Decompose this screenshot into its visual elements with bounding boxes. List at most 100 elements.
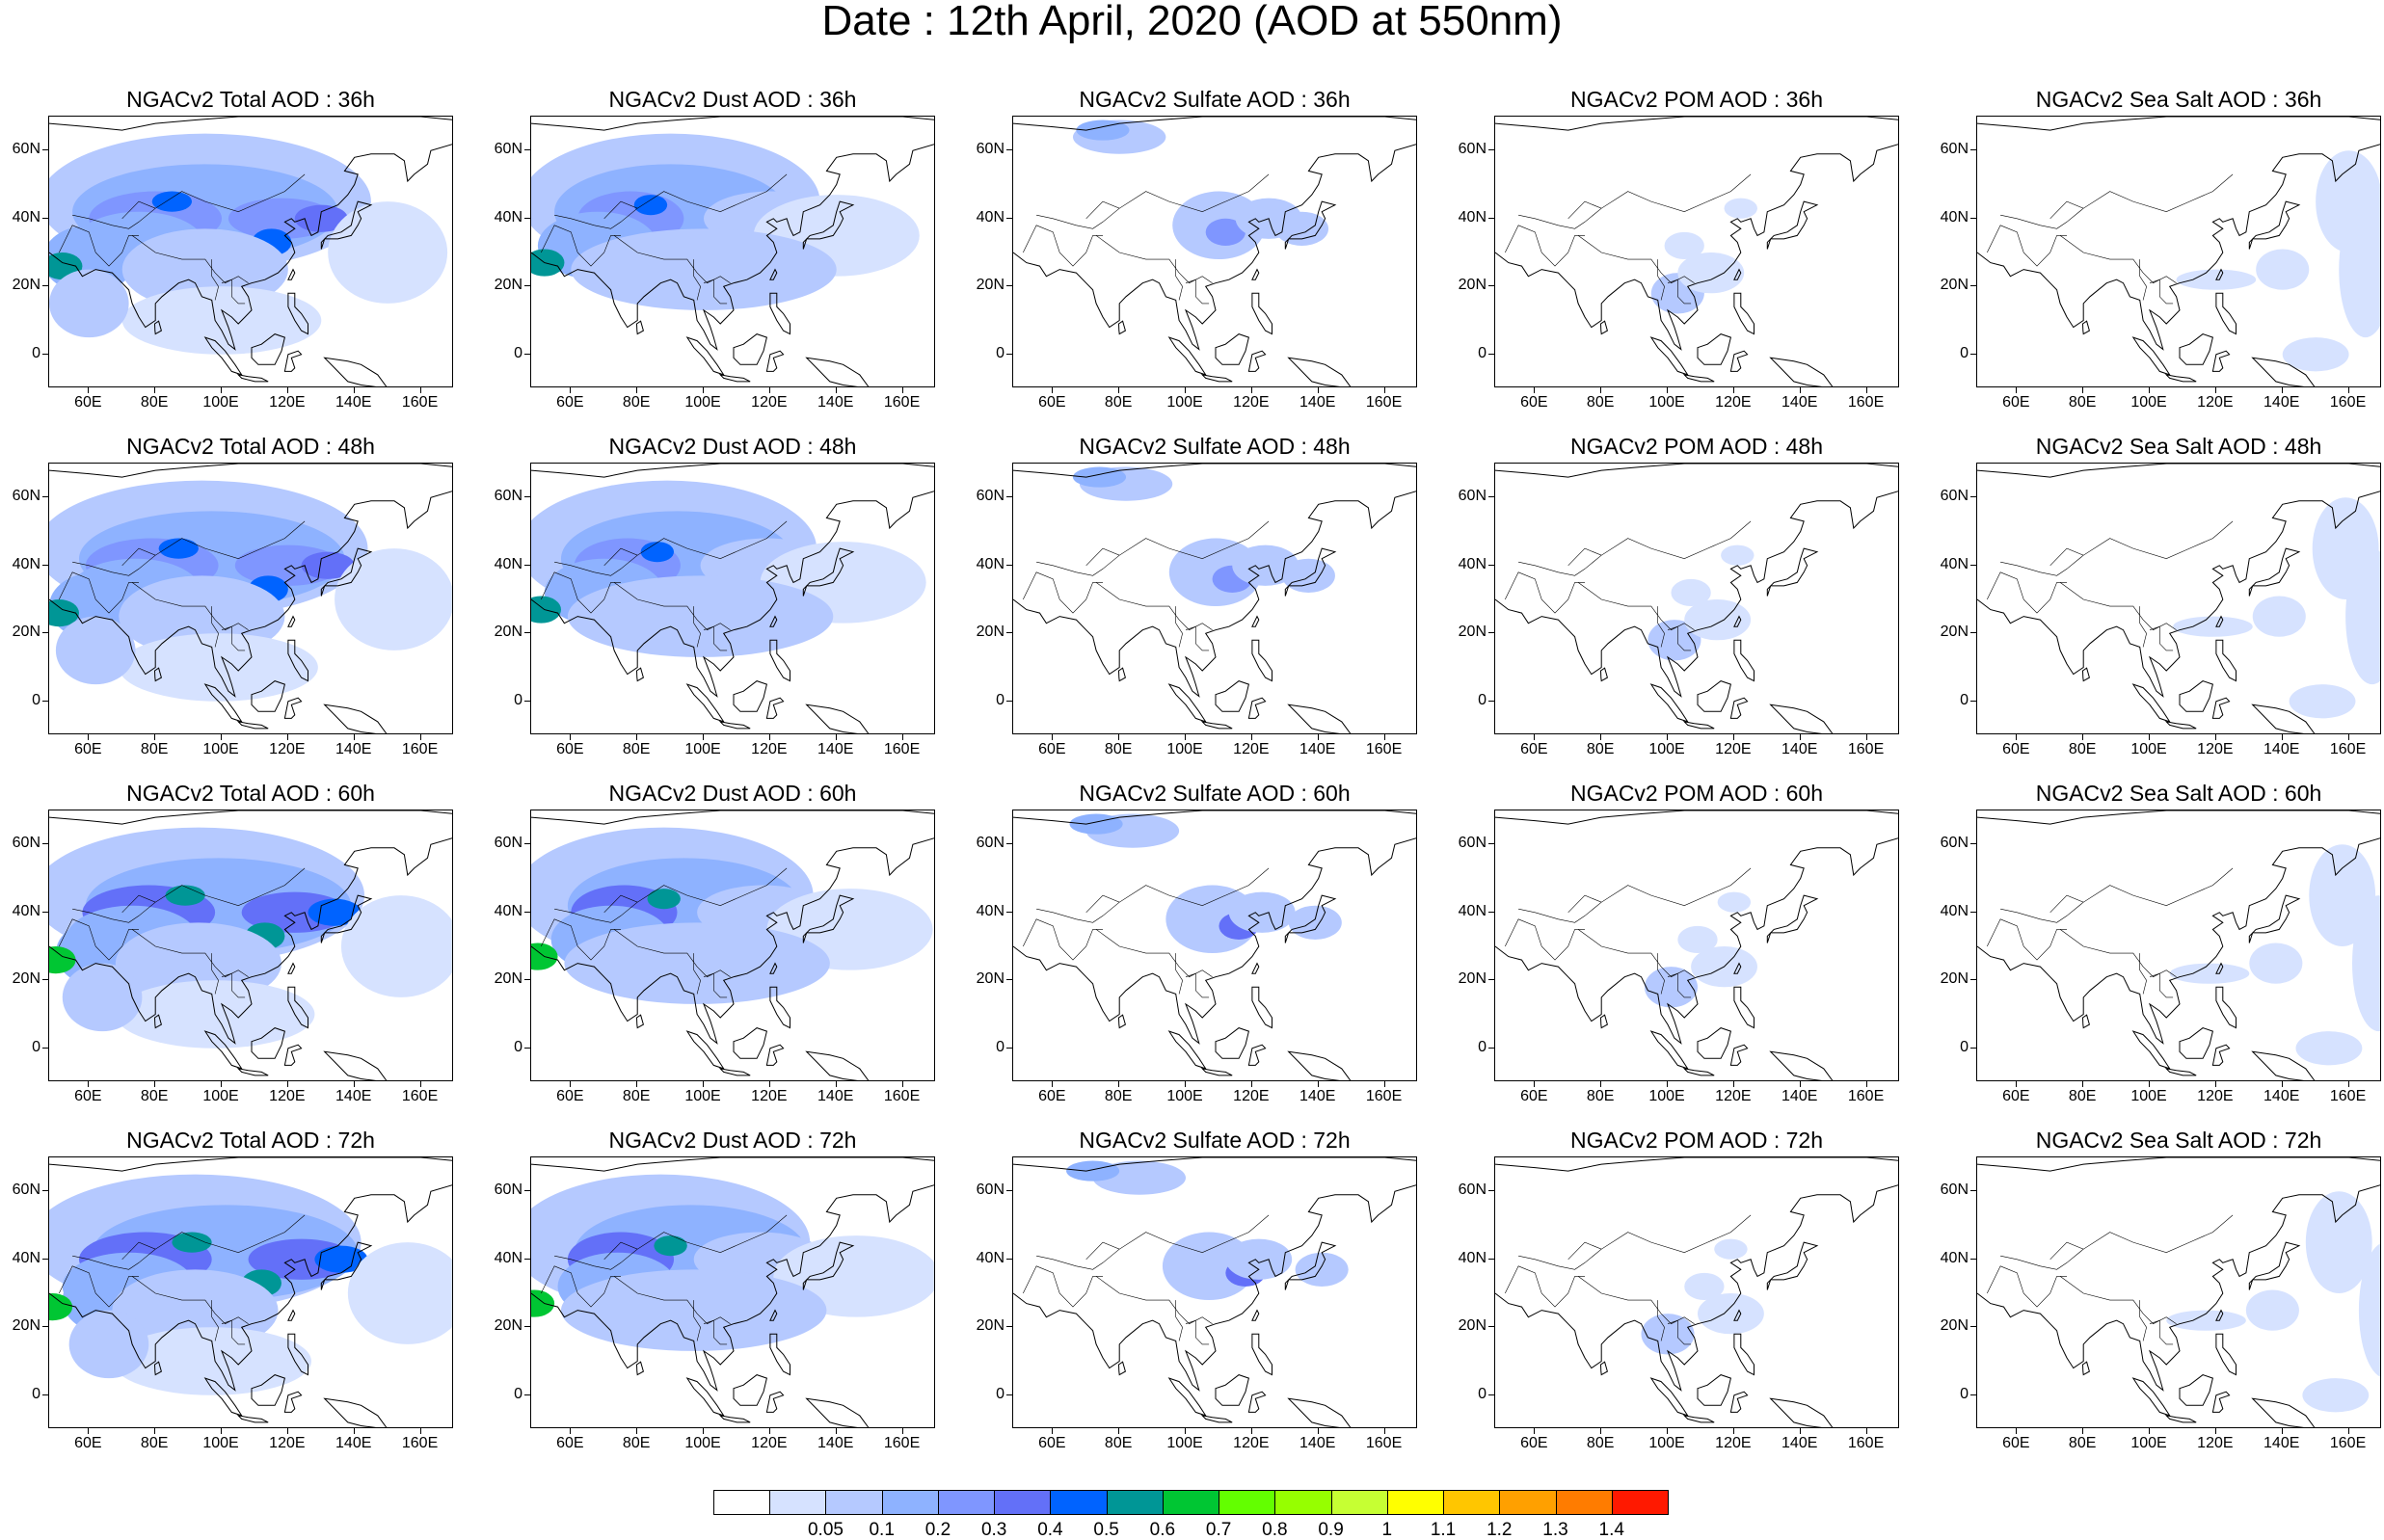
lon-tick (2016, 1081, 2018, 1087)
coastline (1013, 117, 1416, 131)
coastlines (531, 1157, 934, 1427)
lon-label: 120E (2197, 1435, 2234, 1451)
coastline (1682, 1068, 1715, 1076)
lat-label: 60N (1458, 141, 1487, 158)
country-border (221, 1319, 246, 1345)
aod-region (335, 548, 452, 651)
coastline (531, 1184, 934, 1392)
lat-tick (1006, 700, 1012, 702)
lon-label: 120E (269, 741, 306, 757)
country-border (121, 173, 306, 220)
coastline (2215, 986, 2237, 1029)
colorbar-swatch (1162, 1490, 1220, 1515)
lon-tick (2149, 734, 2151, 740)
lon-tick (154, 734, 156, 740)
coastline (635, 1014, 644, 1029)
lat-label: 40N (1940, 1249, 1969, 1266)
lon-tick (2281, 1428, 2283, 1434)
aod-region (2305, 1191, 2372, 1293)
country-border (211, 606, 219, 648)
lon-tick (1534, 1428, 1536, 1434)
lon-label: 100E (2130, 1088, 2167, 1104)
aod-map (49, 464, 452, 733)
lon-label: 60E (2002, 741, 2030, 757)
aod-region (2166, 1310, 2246, 1331)
lon-tick (2016, 1428, 2018, 1434)
aod-field (2166, 1191, 2380, 1413)
country-border (1185, 279, 1210, 305)
country-border (613, 929, 731, 978)
lon-tick (1865, 734, 1867, 740)
lon-label: 120E (269, 1435, 306, 1451)
panel-title: NGACv2 Total AOD : 48h (126, 434, 375, 459)
coastlines (1495, 464, 1898, 733)
lon-tick (1667, 1428, 1669, 1434)
coastline (802, 894, 855, 943)
lon-label: 140E (817, 1435, 854, 1451)
lon-tick (1383, 734, 1385, 740)
coastline (1495, 144, 1898, 351)
coastline (769, 639, 790, 682)
coastline (1247, 1044, 1267, 1066)
coastline (733, 1374, 767, 1406)
aod-region (571, 228, 837, 310)
lon-label: 120E (751, 741, 788, 757)
aod-field (49, 1174, 452, 1395)
map-plot-area (48, 116, 453, 387)
map-panel-dust-36h: NGACv2 Dust AOD : 36h 60N 40N 20N 0 60E 80E 100… (492, 89, 935, 426)
coastline (49, 810, 452, 825)
lat-label: 60N (1940, 835, 1969, 852)
lat-tick (1006, 843, 1012, 845)
coastline (153, 1014, 162, 1029)
coastline (1649, 683, 1689, 723)
coastline (2131, 1030, 2171, 1070)
coastline (635, 667, 644, 682)
lon-label: 80E (622, 741, 651, 757)
map-plot-area (530, 463, 935, 734)
aod-region (158, 538, 199, 559)
lon-label: 140E (817, 394, 854, 411)
aod-map (1013, 1157, 1416, 1427)
panel-title: NGACv2 POM AOD : 48h (1569, 434, 1824, 459)
lat-label: 20N (12, 1317, 40, 1335)
coastline (635, 320, 644, 335)
lat-label: 60N (1940, 1182, 1969, 1199)
lon-tick (154, 387, 156, 393)
country-border (1095, 582, 1213, 631)
aod-region (2358, 1243, 2380, 1377)
lon-label: 60E (74, 1435, 102, 1451)
aod-region (2339, 201, 2380, 338)
lon-tick (703, 387, 705, 393)
aod-map (1977, 810, 2380, 1080)
coastline (1733, 639, 1755, 682)
coastline (283, 350, 303, 372)
coastline (251, 333, 285, 365)
lat-label: 40N (1940, 208, 1969, 226)
lon-tick (901, 387, 903, 393)
country-border (554, 554, 638, 576)
coastline (1697, 680, 1731, 712)
coastline (1733, 1333, 1755, 1376)
coastline (1117, 320, 1126, 335)
coastline (1215, 333, 1249, 365)
panel-title: NGACv2 Dust AOD : 72h (608, 1128, 857, 1153)
coastline (2211, 1391, 2231, 1413)
lon-label: 60E (556, 741, 584, 757)
lon-tick (1317, 1428, 1319, 1434)
country-border (2000, 1248, 2084, 1270)
coastline (1251, 1333, 1272, 1376)
country-border (72, 207, 156, 229)
aod-region (1228, 891, 1296, 933)
lon-label: 140E (1299, 741, 1336, 757)
lat-tick (524, 217, 530, 219)
lat-label: 60N (494, 835, 522, 852)
colorbar-label: 0.9 (1318, 1520, 1344, 1540)
country-border (2000, 554, 2084, 576)
lat-tick (1970, 217, 1976, 219)
lon-label: 160E (1847, 1435, 1885, 1451)
lon-tick (419, 734, 421, 740)
country-border (1185, 625, 1210, 651)
country-border (1657, 606, 1665, 648)
coastline (1215, 1027, 1249, 1059)
lat-label: 40N (494, 902, 522, 919)
